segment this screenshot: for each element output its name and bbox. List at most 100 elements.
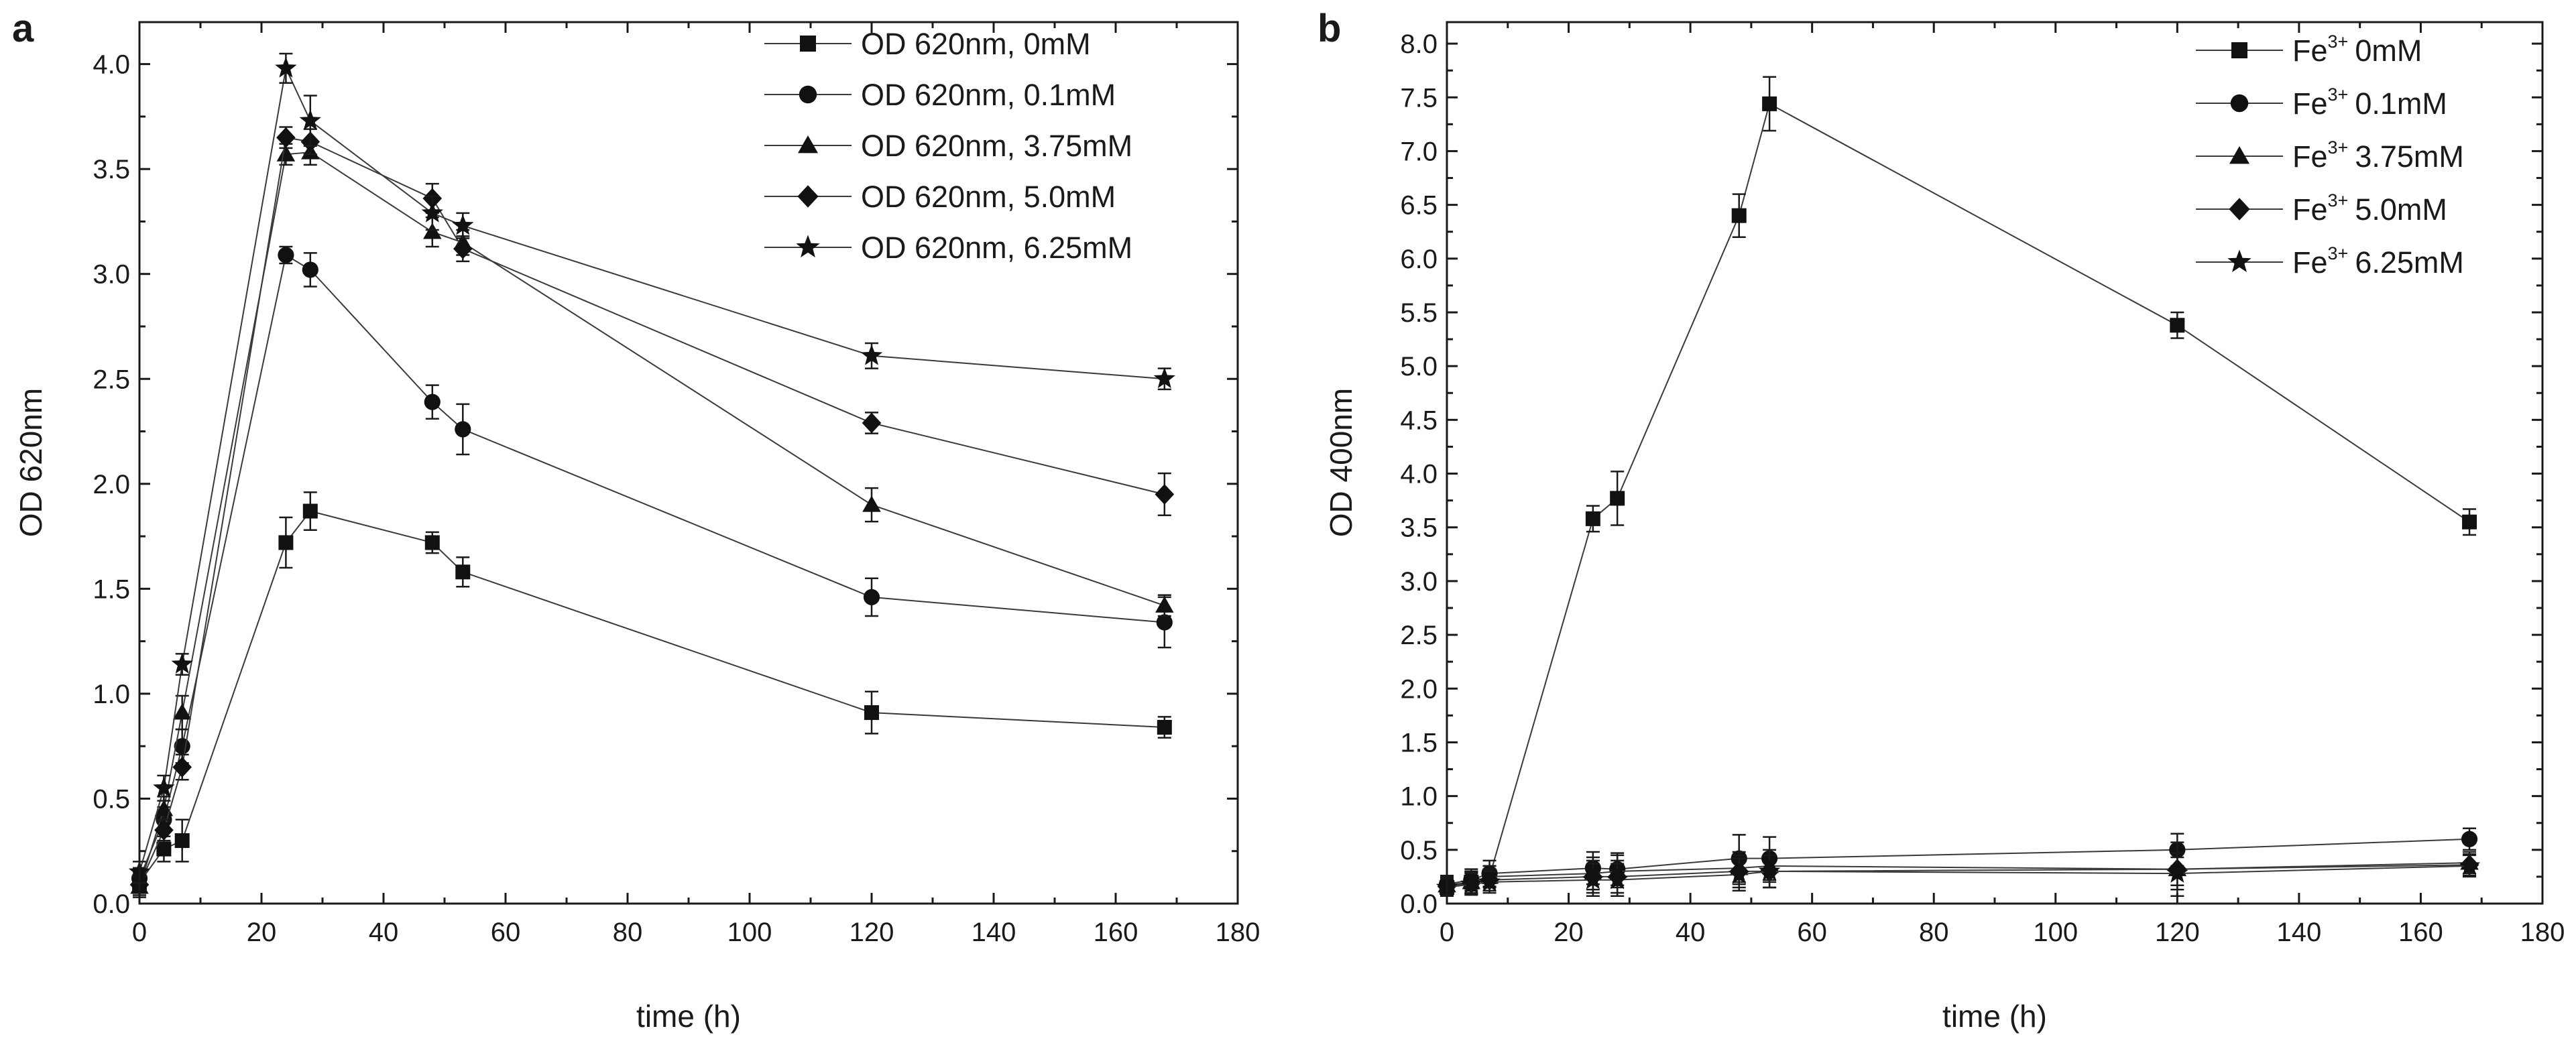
panel-b-y-tick-label: 5.0 <box>1400 352 1438 381</box>
panel-a-data-point <box>424 393 441 410</box>
panel-a-data-point <box>172 757 192 778</box>
panel-a-series-square <box>132 491 1172 894</box>
panel-a-legend: OD 620nm, 0mM OD 620nm, 0.1mM OD 620nm, 3.… <box>764 27 1132 265</box>
panel-a-data-point <box>172 703 192 720</box>
panel-b-legend-marker <box>2229 146 2249 164</box>
panel-a-data-point <box>421 201 443 223</box>
panel-a-data-point <box>452 214 474 235</box>
panel-b-data-point <box>1582 868 1604 889</box>
panel-a-legend-marker <box>800 36 816 52</box>
panel-a-data-point <box>864 705 879 721</box>
panel-a-data-point <box>863 589 880 605</box>
panel-a-y-axis-title: OD 620nm <box>13 388 48 537</box>
panel-b-x-tick-label: 60 <box>1797 918 1827 947</box>
panel-a-legend-label: OD 620nm, 6.25mM <box>861 231 1132 265</box>
panel-a-y-tick-label: 0.5 <box>93 784 130 814</box>
panel-b-legend-ion-symbol: Fe <box>2292 245 2328 280</box>
panel-b-y-tick-label: 2.5 <box>1400 621 1438 650</box>
panel-b-legend-concentration: 6.25mM <box>2355 245 2464 280</box>
panel-b-data-point <box>1610 491 1625 506</box>
panel-a-data-point <box>453 238 473 259</box>
panel-b-x-tick-label: 40 <box>1676 918 1706 947</box>
panel-b-y-tick-label: 7.0 <box>1400 137 1438 166</box>
panel-b-x-tick-label: 140 <box>2277 918 2322 947</box>
panel-a-data-point <box>1156 614 1173 631</box>
panel-b-x-tick-label: 0 <box>1440 918 1454 947</box>
panel-a-y-tick-label: 3.5 <box>93 155 130 184</box>
panel-b-y-tick-label: 4.0 <box>1400 460 1438 489</box>
panel-b-y-tick-label: 1.0 <box>1400 782 1438 812</box>
panel-a-x-tick-label: 0 <box>132 918 147 947</box>
panel-a-data-point <box>455 564 471 580</box>
panel-b-data-point <box>1728 863 1750 884</box>
panel-a-data-point <box>276 127 296 148</box>
panel-b-x-axis-title: time (h) <box>1942 999 2047 1034</box>
panel-a-y-tick-label: 1.0 <box>93 680 130 709</box>
panel-a-x-tick-label: 20 <box>247 918 277 947</box>
panel-a-series-star <box>128 52 1175 883</box>
panel-b-x-tick-label: 180 <box>2520 918 2565 947</box>
panel-b-ticks: 0 20 40 60 80 100 120 140 160 180 0.0 0.5 1.0 1.5 2.0 2… <box>1400 22 2565 947</box>
panel-b-legend-ion-symbol: Fe <box>2292 34 2328 68</box>
panel-a-data-point <box>299 109 321 130</box>
panel-b-y-tick-label: 3.5 <box>1400 513 1438 543</box>
panel-a-x-tick-label: 80 <box>613 918 643 947</box>
panel-b-data-point <box>1478 870 1501 892</box>
panel-b-legend-ion-charge: 3+ <box>2328 84 2349 105</box>
panel-b-y-axis-title: OD 400nm <box>1324 388 1358 537</box>
panel-a-data-point <box>154 820 174 841</box>
panel-a-x-tick-label: 160 <box>1094 918 1138 947</box>
panel-a-series-layer <box>128 52 1175 898</box>
panel-b-x-tick-label: 20 <box>1554 918 1584 947</box>
panel-a-data-point <box>302 503 318 519</box>
panel-b-chart: b 0 20 40 60 80 100 120 140 160 180 0.0 0.5 1.0 1.5 2.… <box>1318 7 2565 1034</box>
panel-b-data-point <box>2461 831 2478 847</box>
panel-a-legend-label: OD 620nm, 5.0mM <box>861 180 1116 214</box>
panel-b-x-tick-label: 80 <box>1919 918 1949 947</box>
panel-a-y-tick-label: 4.0 <box>93 50 130 80</box>
panel-a-data-point <box>278 247 294 263</box>
panel-b-legend-marker <box>2229 198 2250 221</box>
panel-a-data-point <box>174 833 190 849</box>
panel-a-data-point <box>153 776 175 798</box>
panel-a-y-tick-label: 3.0 <box>93 260 130 290</box>
panel-a-x-tick-label: 140 <box>972 918 1016 947</box>
panel-b-legend-marker <box>2231 42 2247 58</box>
panel-a-data-point <box>455 421 471 438</box>
panel-a-data-point <box>156 841 172 857</box>
panel-b-data-point <box>1762 96 1777 111</box>
panel-a-data-point <box>860 344 883 365</box>
panel-a-data-point <box>423 223 442 239</box>
panel-a-legend-label: OD 620nm, 0mM <box>861 27 1091 61</box>
panel-a-y-tick-label: 2.5 <box>93 365 130 394</box>
panel-a-y-tick-label: 2.0 <box>93 470 130 499</box>
panel-b-legend-label: Fe3+ 6.25mM <box>2292 243 2464 280</box>
panel-a-x-tick-label: 100 <box>727 918 772 947</box>
panel-a-data-point <box>1157 720 1172 735</box>
panel-b-data-point <box>1460 873 1482 894</box>
panel-b-data-point <box>1758 859 1781 881</box>
panel-b-data-point <box>1606 868 1629 889</box>
panel-a-x-tick-label: 40 <box>369 918 399 947</box>
panel-b-y-tick-label: 0.5 <box>1400 836 1438 865</box>
panel-a-data-point <box>302 261 318 278</box>
panel-b-letter: b <box>1318 7 1341 50</box>
panel-a-legend-label: OD 620nm, 0.1mM <box>861 78 1116 112</box>
panel-b-y-tick-label: 5.5 <box>1400 298 1438 328</box>
panel-b-legend-ion-charge: 3+ <box>2328 32 2349 52</box>
panel-b-legend-ion-symbol: Fe <box>2292 139 2328 174</box>
panel-b-legend-concentration: 5.0mM <box>2355 192 2447 227</box>
panel-a-y-tick-label: 0.0 <box>93 889 130 919</box>
panel-b-legend-marker <box>2227 249 2251 272</box>
panel-a-legend-label: OD 620nm, 3.75mM <box>861 129 1132 163</box>
panel-b-x-tick-label: 120 <box>2155 918 2200 947</box>
panel-b-y-tick-label: 7.5 <box>1400 83 1438 113</box>
panel-a-data-point <box>278 535 294 550</box>
panel-a-legend-marker <box>798 135 818 154</box>
panel-b-series-layer <box>1436 76 2481 898</box>
panel-a-data-point <box>276 145 296 162</box>
panel-b-data-point <box>2458 854 2481 875</box>
